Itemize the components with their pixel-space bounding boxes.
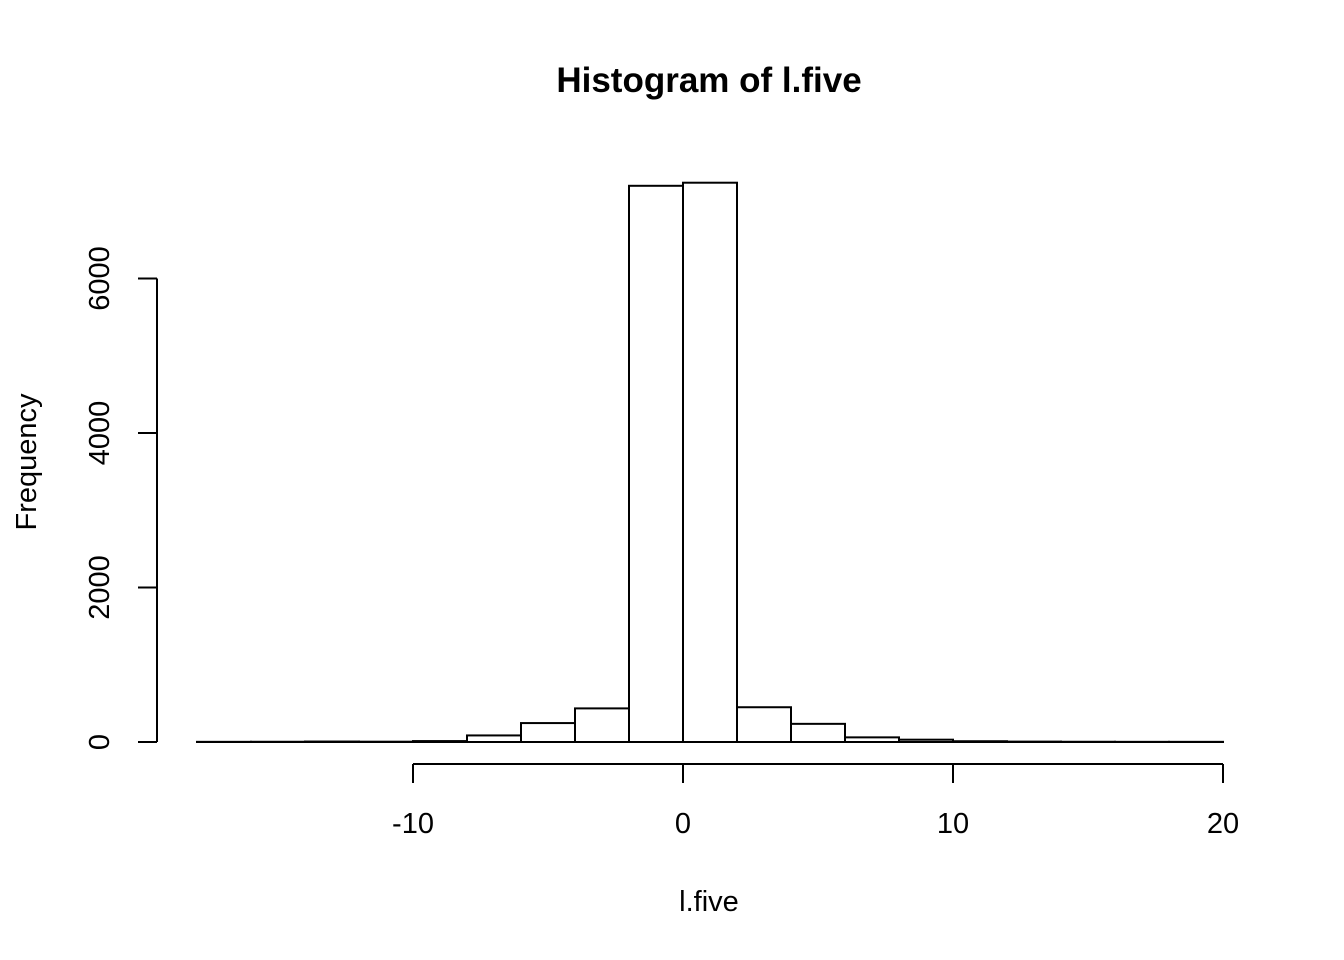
x-tick-label: -10 (392, 808, 434, 840)
histogram-bar (520, 722, 576, 743)
x-axis-label: l.five (679, 886, 739, 918)
chart-title: Histogram of l.five (556, 61, 861, 100)
y-axis-label: Frequency (11, 393, 43, 531)
histogram-bar (466, 734, 522, 744)
y-tick-label: 6000 (84, 246, 116, 311)
y-tick-label: 4000 (84, 401, 116, 466)
histogram-bar (574, 707, 630, 743)
x-tick-label: 20 (1207, 808, 1239, 840)
histogram-bar (952, 740, 1008, 743)
histogram-bar (898, 738, 954, 743)
y-tick-label: 0 (84, 734, 116, 750)
x-tick-label: 0 (675, 808, 691, 840)
y-tick-label: 2000 (84, 555, 116, 620)
histogram-bar (844, 736, 900, 743)
histogram-bar (628, 184, 684, 744)
histogram-bar (790, 722, 846, 744)
histogram-bar (736, 706, 792, 743)
bars-group (196, 181, 1224, 744)
histogram-bar (412, 740, 468, 743)
x-axis: -10 0 10 20 (392, 763, 1239, 840)
histogram-bar (682, 181, 738, 743)
x-tick-label: 10 (937, 808, 969, 840)
y-axis: 0 2000 4000 6000 (84, 246, 158, 750)
